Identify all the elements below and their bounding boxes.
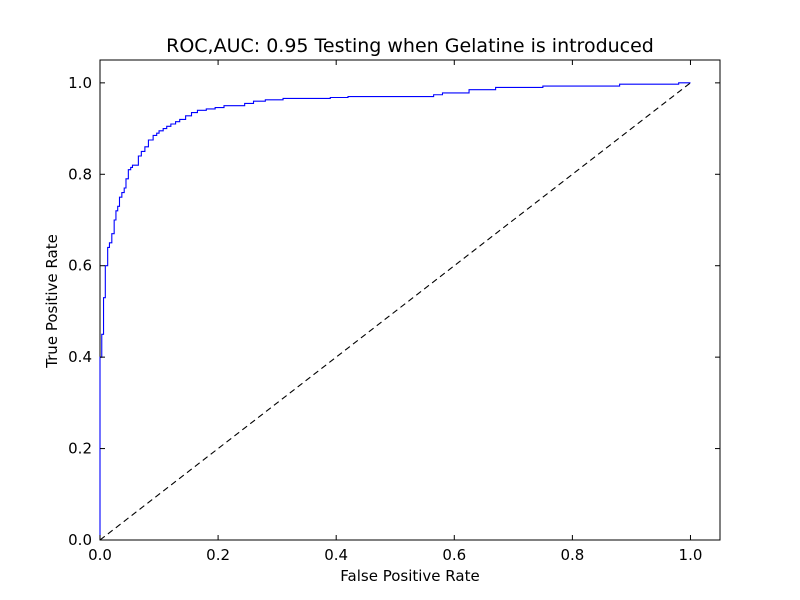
x-tick-label: 0.4 [324, 546, 348, 564]
y-tick-label: 0.2 [68, 440, 92, 458]
y-axis-ticks: 0.0 0.2 0.4 0.6 0.8 1.0 [68, 74, 720, 549]
y-axis-label: True Positive Rate [43, 234, 61, 369]
chart-title: ROC,AUC: 0.95 Testing when Gelatine is i… [166, 35, 654, 57]
x-tick-label: 0.2 [206, 546, 230, 564]
x-tick-label: 0.8 [560, 546, 584, 564]
y-tick-label: 0.0 [68, 531, 92, 549]
y-tick-label: 0.4 [68, 348, 92, 366]
x-axis-label: False Positive Rate [340, 567, 479, 585]
roc-curve-line [99, 82, 691, 540]
x-tick-label: 0.6 [442, 546, 466, 564]
plot-lines [99, 82, 691, 541]
axes-frame [99, 59, 721, 541]
y-tick-label: 0.8 [68, 165, 92, 183]
x-tick-label: 0.0 [88, 546, 112, 564]
x-tick-label: 1.0 [679, 546, 703, 564]
chance-diagonal-line [99, 82, 691, 541]
x-axis-ticks: 0.0 0.2 0.4 0.6 0.8 1.0 [88, 60, 702, 564]
y-tick-label: 0.6 [68, 257, 92, 275]
y-tick-label: 1.0 [68, 74, 92, 92]
